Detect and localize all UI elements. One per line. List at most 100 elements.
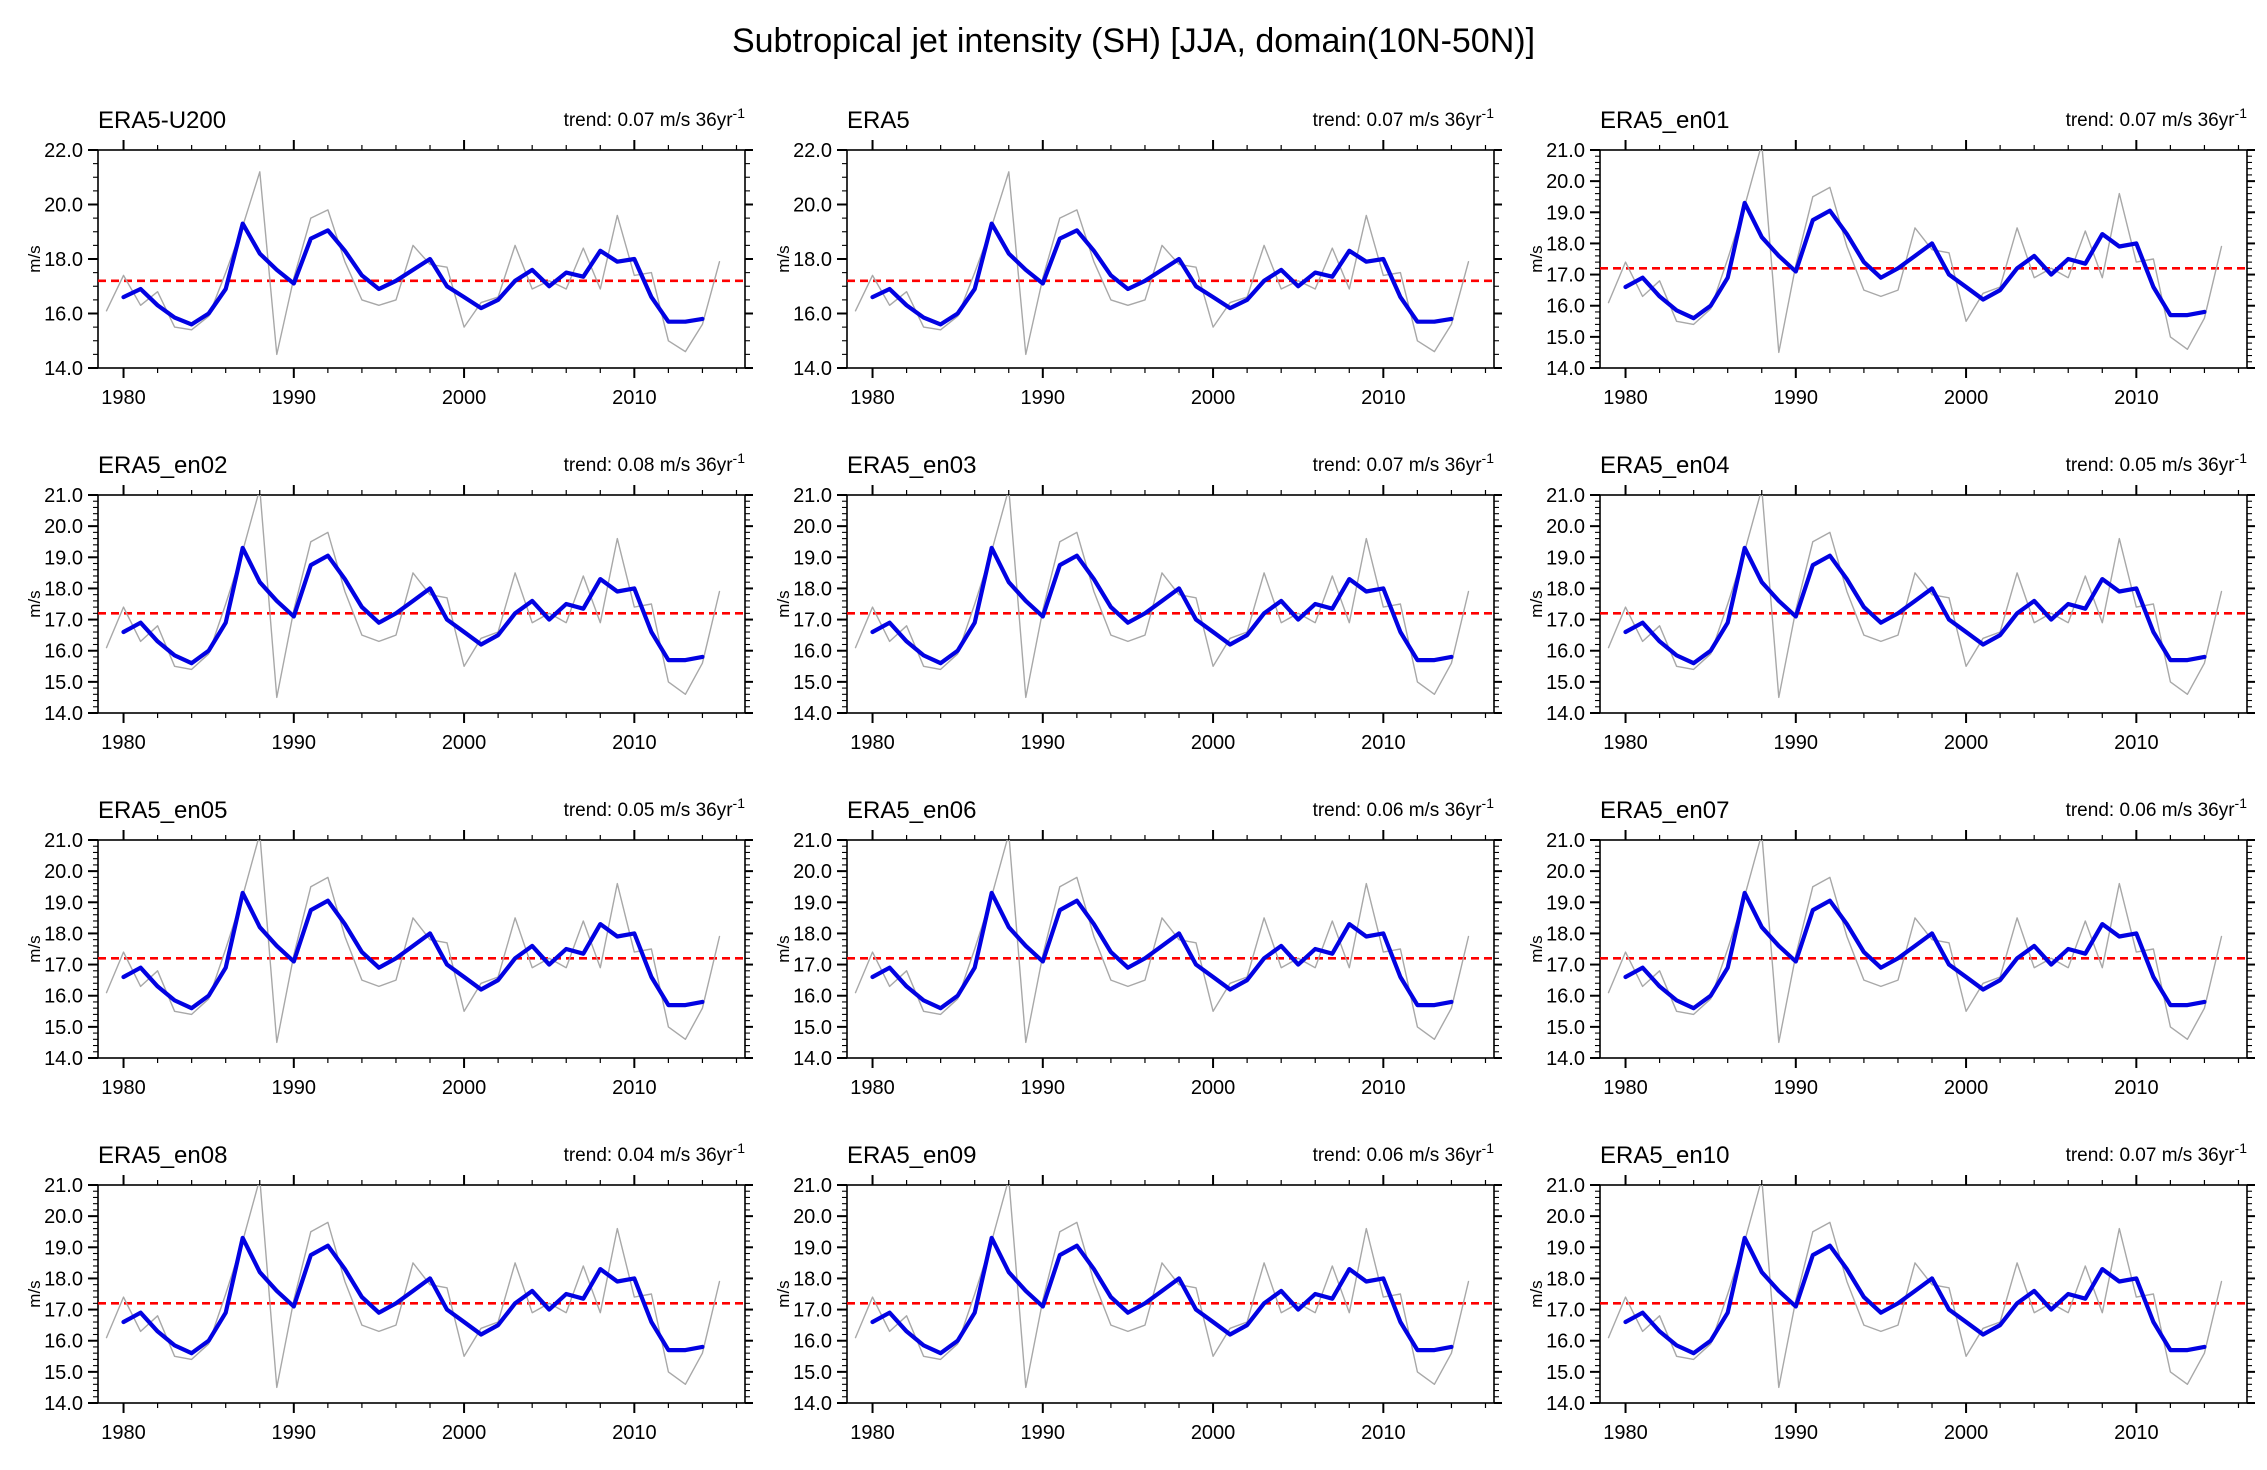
panel-trend-label: trend: 0.04 m/s 36yr-1 [564,1140,746,1166]
panel-trend-label: trend: 0.07 m/s 36yr-1 [564,105,746,131]
y-tick-label: 18.0 [44,249,83,271]
y-tick-label: 16.0 [44,304,83,326]
panel-plot: ERA5_en05 trend: 0.05 m/s 36yr-1 1980 1990 2… [25,795,755,1099]
panel-trend-label: trend: 0.07 m/s 36yr-1 [1313,450,1495,476]
plot-frame [1599,494,2248,714]
y-axis-label: m/s [774,590,793,617]
y-tick-label: 15.0 [44,672,83,694]
smoothed-line [121,890,705,1011]
y-tick-label: 18.0 [1546,578,1585,600]
y-tick-label: 22.0 [44,140,83,162]
y-tick-label: 16.0 [1546,296,1585,318]
panel-ERA5_en10: ERA5_en10 trend: 0.07 m/s 36yr-1 1980 1990 2… [1520,1120,2257,1465]
x-tick-label: 1980 [1603,732,1648,754]
y-axis-label: m/s [1527,245,1546,272]
smoothed-line [1623,1235,2207,1356]
panel-ERA5: ERA5 trend: 0.07 m/s 36yr-1 1980 1990 2000 20… [767,85,1504,430]
smoothed-line [1623,200,2207,321]
y-tick-label: 17.0 [44,955,83,977]
y-tick-label: 20.0 [793,861,832,883]
y-axis-label: m/s [25,935,44,962]
y-tick-label: 18.0 [793,923,832,945]
y-tick-label: 19.0 [793,1237,832,1259]
x-tick-label: 1990 [1021,732,1066,754]
y-tick-label: 16.0 [793,641,832,663]
panel-plot: ERA5_en09 trend: 0.06 m/s 36yr-1 1980 1990 2… [774,1140,1504,1444]
x-tick-label: 1980 [101,1422,146,1444]
x-tick-label: 2010 [612,387,657,409]
y-tick-label: 19.0 [1546,892,1585,914]
x-tick-label: 1990 [1774,1077,1819,1099]
x-tick-label: 1980 [101,387,146,409]
y-tick-label: 21.0 [44,1175,83,1197]
panel-ERA5_en03: ERA5_en03 trend: 0.07 m/s 36yr-1 1980 1990 2… [767,430,1504,775]
y-tick-label: 18.0 [1546,923,1585,945]
y-tick-label: 16.0 [1546,986,1585,1008]
x-tick-label: 2000 [1944,1422,1989,1444]
y-tick-label: 20.0 [793,1206,832,1228]
y-tick-label: 18.0 [1546,233,1585,255]
y-axis-label: m/s [774,1280,793,1307]
x-tick-label: 2010 [1361,732,1406,754]
y-tick-label: 14.0 [793,1048,832,1070]
smoothed-line [870,1235,1454,1356]
smoothed-line [121,1235,705,1356]
y-tick-label: 18.0 [793,249,832,271]
panel-plot: ERA5_en10 trend: 0.07 m/s 36yr-1 1980 1990 2… [1527,1140,2257,1444]
x-tick-label: 1980 [101,732,146,754]
panel-plot: ERA5_en07 trend: 0.06 m/s 36yr-1 1980 1990 2… [1527,795,2257,1099]
smoothed-line [870,545,1454,666]
annual-raw-line [1607,495,2223,699]
y-tick-label: 18.0 [44,578,83,600]
x-tick-label: 1990 [272,1077,317,1099]
plot-frame [1599,149,2248,369]
y-tick-label: 18.0 [1546,1268,1585,1290]
y-tick-label: 20.0 [44,1206,83,1228]
plot-frame [846,149,1495,369]
x-tick-label: 2000 [442,1422,487,1444]
x-tick-label: 2000 [1191,732,1236,754]
y-tick-label: 16.0 [44,1331,83,1353]
y-tick-label: 14.0 [1546,703,1585,725]
y-tick-label: 15.0 [1546,672,1585,694]
panel-title: ERA5_en06 [847,797,976,824]
x-tick-label: 2000 [442,1077,487,1099]
y-tick-label: 17.0 [793,1300,832,1322]
x-tick-label: 1990 [1774,1422,1819,1444]
y-axis-label: m/s [1527,1280,1546,1307]
plot-frame [97,1184,746,1404]
x-tick-label: 2000 [1944,387,1989,409]
panel-plot: ERA5_en04 trend: 0.05 m/s 36yr-1 1980 1990 2… [1527,450,2257,754]
y-tick-label: 17.0 [793,955,832,977]
y-tick-label: 21.0 [793,830,832,852]
x-tick-label: 1990 [1021,1422,1066,1444]
panel-ERA5_en09: ERA5_en09 trend: 0.06 m/s 36yr-1 1980 1990 2… [767,1120,1504,1465]
panel-trend-label: trend: 0.06 m/s 36yr-1 [1313,1140,1495,1166]
y-tick-label: 16.0 [44,986,83,1008]
annual-raw-line [105,1185,721,1389]
x-tick-label: 2010 [2114,1422,2159,1444]
panel-trend-label: trend: 0.07 m/s 36yr-1 [1313,105,1495,131]
x-tick-label: 1980 [1603,1077,1648,1099]
y-tick-label: 20.0 [1546,861,1585,883]
panel-title: ERA5_en02 [98,452,227,479]
x-tick-label: 2010 [1361,387,1406,409]
y-axis-label: m/s [1527,935,1546,962]
smoothed-line [1623,890,2207,1011]
panel-trend-label: trend: 0.06 m/s 36yr-1 [2066,795,2248,821]
x-tick-label: 2010 [2114,387,2159,409]
x-tick-label: 1990 [272,387,317,409]
panel-title: ERA5-U200 [98,107,226,134]
annual-raw-line [854,171,1470,356]
panel-ERA5_en06: ERA5_en06 trend: 0.06 m/s 36yr-1 1980 1990 2… [767,775,1504,1120]
plot-frame [846,1184,1495,1404]
y-tick-label: 14.0 [793,703,832,725]
panel-title: ERA5_en01 [1600,107,1729,134]
y-tick-label: 20.0 [44,516,83,538]
y-tick-label: 16.0 [1546,1331,1585,1353]
annual-raw-line [105,840,721,1044]
y-tick-label: 19.0 [44,1237,83,1259]
y-tick-label: 21.0 [1546,485,1585,507]
y-tick-label: 19.0 [1546,202,1585,224]
y-axis-label: m/s [1527,590,1546,617]
